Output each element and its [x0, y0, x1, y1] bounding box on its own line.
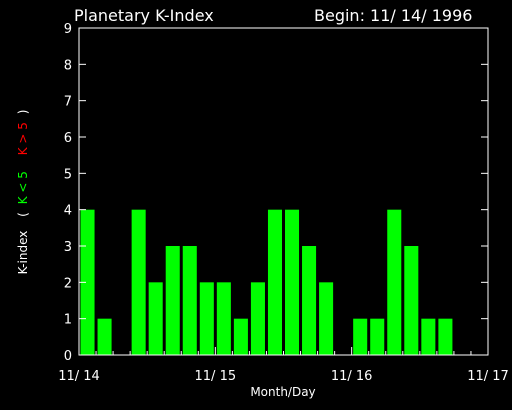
y-axis-label: K-index ( K < 5 K > 5 ) [16, 110, 30, 275]
y-tick-label: 6 [64, 131, 72, 146]
bar [353, 318, 368, 355]
bars-group [80, 209, 453, 355]
bar [285, 209, 300, 355]
bar [421, 318, 436, 355]
chart-subtitle: Begin: 11/ 14/ 1996 [314, 6, 472, 25]
bar [387, 209, 402, 355]
x-ticks-group: 11/ 14 11/ 15 11/ 16 11/ 17 [58, 347, 509, 384]
bar [404, 246, 419, 355]
bar [165, 246, 180, 355]
bar [131, 209, 146, 355]
y-tick-label: 8 [64, 58, 72, 73]
y-ticks-group: 0 1 2 3 4 5 6 7 8 9 [64, 22, 488, 364]
bar [148, 282, 163, 355]
y-tick-label: 3 [64, 240, 72, 255]
x-axis-label: Month/Day [250, 385, 315, 399]
y-tick-label: 5 [64, 167, 72, 182]
bar [370, 318, 385, 355]
chart-title: Planetary K-Index [74, 6, 214, 25]
x-tick-label: 11/ 15 [195, 369, 237, 384]
y-tick-label: 7 [64, 95, 72, 110]
bar [233, 318, 248, 355]
bar [302, 246, 317, 355]
y-tick-label: 4 [64, 204, 72, 219]
x-tick-label: 11/ 16 [331, 369, 373, 384]
y-tick-label: 0 [64, 349, 72, 364]
bar [216, 282, 231, 355]
bar [319, 282, 334, 355]
bar [199, 282, 214, 355]
bar [250, 282, 265, 355]
x-tick-label: 11/ 14 [58, 369, 100, 384]
y-axis-label-low: K < 5 [16, 171, 30, 204]
y-axis-label-high: K > 5 [16, 122, 30, 155]
bar [97, 318, 112, 355]
y-tick-label: 9 [64, 22, 72, 37]
y-tick-label: 2 [64, 276, 72, 291]
y-axis-label-close-paren: ) [16, 110, 30, 115]
y-tick-label: 1 [64, 313, 72, 328]
x-tick-label: 11/ 17 [467, 369, 509, 384]
y-axis-label-open-paren: ( [16, 212, 30, 217]
y-axis-label-text: K-index ( K < 5 K > 5 ) [16, 110, 30, 275]
bar [438, 318, 453, 355]
y-axis-label-prefix: K-index [16, 231, 30, 275]
bar [267, 209, 282, 355]
bar [182, 246, 197, 355]
